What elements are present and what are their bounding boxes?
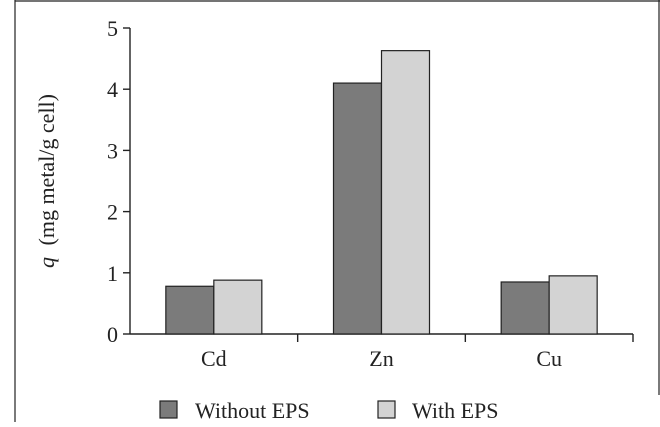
legend-swatch-with-eps bbox=[377, 400, 396, 419]
y-tick-label: 2 bbox=[107, 200, 118, 225]
legend-label-without-eps: Without EPS bbox=[195, 398, 310, 422]
y-tick-label: 3 bbox=[107, 138, 118, 163]
bar-with-eps-cu bbox=[548, 275, 598, 335]
bar-without-eps-zn bbox=[332, 82, 383, 335]
x-category-label: Cd bbox=[201, 346, 227, 371]
legend-swatch-without-eps bbox=[159, 400, 178, 419]
bar-without-eps-cd bbox=[165, 285, 215, 335]
y-ticks: 0 1 2 3 4 5 bbox=[107, 16, 130, 347]
y-axis-label-variable: q bbox=[34, 257, 59, 268]
x-categories: Cd Zn Cu bbox=[201, 334, 634, 371]
x-category-label: Zn bbox=[369, 346, 393, 371]
legend-label-with-eps: With EPS bbox=[412, 398, 499, 422]
y-tick-label: 4 bbox=[107, 77, 118, 102]
y-axis-label: q (mg metal/g cell) bbox=[34, 94, 59, 268]
bar-with-eps-zn bbox=[380, 50, 431, 335]
x-category-label: Cu bbox=[536, 346, 562, 371]
y-tick-label: 0 bbox=[107, 322, 118, 347]
y-tick-label: 5 bbox=[107, 16, 118, 41]
y-axis-label-unit: (mg metal/g cell) bbox=[34, 94, 59, 246]
legend: Without EPS With EPS bbox=[159, 398, 499, 423]
y-tick-label: 1 bbox=[107, 261, 118, 286]
bar-without-eps-cu bbox=[500, 281, 550, 335]
bar-with-eps-cd bbox=[213, 279, 263, 335]
bars bbox=[165, 50, 598, 335]
